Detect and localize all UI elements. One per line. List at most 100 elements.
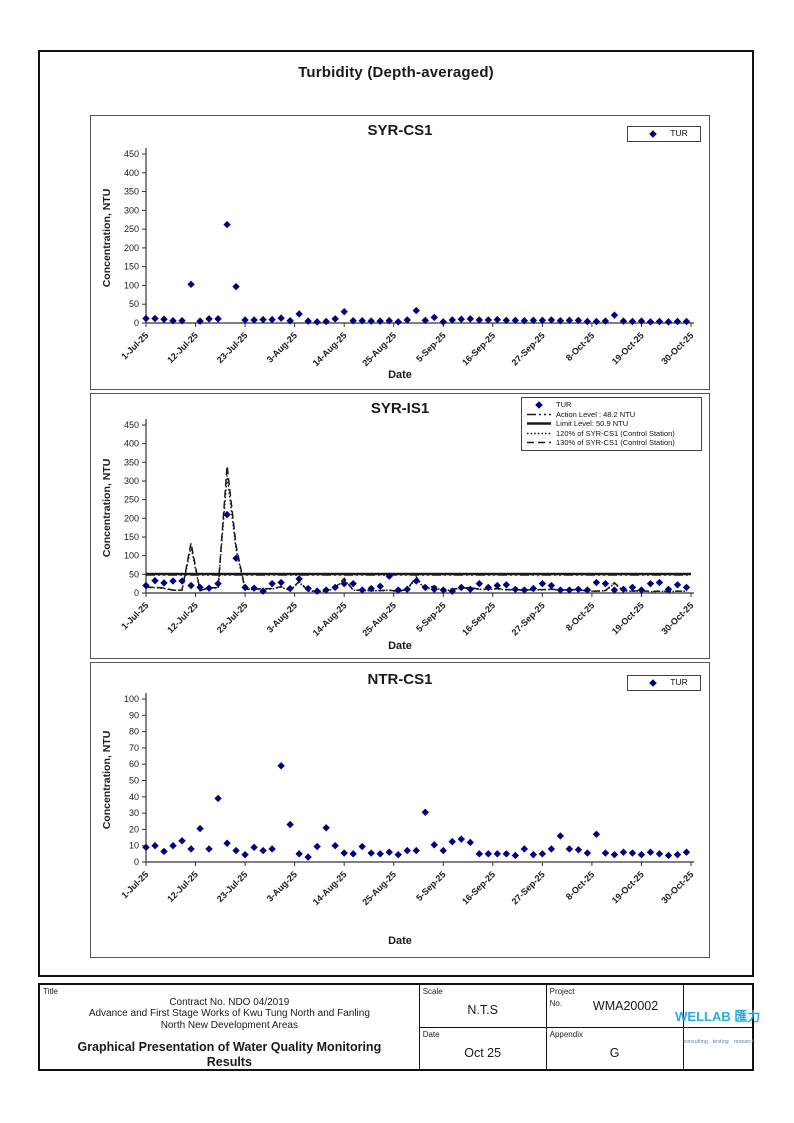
data-point: [304, 317, 312, 325]
data-point: [664, 318, 673, 326]
data-point: [439, 846, 447, 855]
y-tick-label: 400: [124, 439, 139, 449]
data-point: [277, 314, 285, 322]
data-point: [205, 845, 213, 853]
x-tick-label: 5-Sep-25: [414, 600, 448, 634]
y-tick-label: 100: [124, 551, 139, 561]
x-tick-label: 27-Sep-25: [510, 330, 547, 367]
x-tick-label: 16-Sep-25: [460, 600, 497, 637]
y-tick-label: 100: [124, 694, 139, 704]
legend-entry: TUR: [632, 128, 696, 139]
date-cell: Date Oct 25: [420, 1028, 546, 1070]
appendix-label: Appendix: [549, 1029, 583, 1039]
data-point: [502, 316, 511, 325]
data-point: [646, 579, 655, 588]
y-tick-label: 80: [129, 727, 139, 737]
data-point: [619, 317, 628, 325]
logo-tagline-area: consulting . testing . research: [684, 1028, 755, 1070]
x-tick-label: 14-Aug-25: [311, 330, 349, 368]
data-point: [538, 579, 547, 588]
data-point: [412, 306, 420, 315]
data-point: [466, 838, 474, 847]
chart-title: NTR-CS1: [367, 671, 433, 688]
data-point: [628, 317, 637, 326]
chart-syr-cs1: SYR-CS1 Concentration, NTU Date TUR 0 50 1…: [90, 115, 710, 390]
x-tick-label: 30-Oct-25: [659, 869, 695, 905]
y-tick-label: 300: [124, 476, 139, 486]
chart-title: SYR-IS1: [370, 400, 430, 417]
x-tick-label: 1-Jul-25: [119, 600, 150, 631]
scale-value: N.T.S: [467, 1003, 498, 1017]
chart-plot-area: 0 50 100 150 200 250 300 350 400 450 1-Jul-25 12-Ju…: [119, 419, 695, 638]
x-tick-label: 14-Aug-25: [311, 600, 349, 638]
x-tick-label: 1-Jul-25: [119, 869, 150, 900]
y-tick-label: 450: [124, 420, 139, 430]
y-tick-label: 40: [129, 792, 139, 802]
data-point: [601, 579, 610, 588]
contract-description-line1: Advance and First Stage Works of Kwu Tun…: [88, 1008, 370, 1019]
data-point: [430, 313, 438, 322]
y-tick-label: 150: [124, 262, 139, 272]
data-point: [583, 849, 592, 857]
data-point: [142, 581, 150, 590]
data-point: [313, 842, 321, 851]
y-tick-label: 200: [124, 243, 139, 253]
data-point: [277, 762, 285, 770]
data-point: [457, 583, 465, 592]
data-point: [142, 843, 150, 852]
data-point: [556, 832, 565, 840]
y-tick-label: 20: [129, 824, 139, 834]
data-point: [160, 315, 168, 323]
data-point: [385, 317, 393, 325]
y-tick-label: 70: [129, 743, 139, 753]
data-point: [160, 847, 168, 856]
data-point: [610, 586, 619, 594]
x-tick-label: 23-Jul-25: [215, 869, 250, 904]
chart-legend: TUR: [627, 126, 701, 142]
legend-entry-label: 130% of SYR-CS1 (Control Station): [556, 438, 675, 447]
data-point: [214, 794, 222, 803]
data-point: [160, 579, 168, 587]
data-point: [529, 316, 538, 325]
chart-plot-area: 0 10 20 30 40 50 60 70 80 90 100 1-Jul-25 12-Jul-25 2…: [119, 693, 695, 907]
data-point: [628, 849, 637, 857]
y-tick-label: 30: [129, 808, 139, 818]
chart-title: SYR-CS1: [367, 122, 433, 139]
data-point: [196, 317, 204, 325]
x-axis-title: Date: [388, 369, 412, 381]
data-point: [565, 845, 574, 853]
x-tick-label: 19-Oct-25: [610, 869, 646, 905]
y-tick-label: 300: [124, 205, 139, 215]
data-point: [304, 853, 312, 861]
diamond-swatch-icon: [649, 130, 658, 139]
data-point: [529, 850, 538, 859]
data-point: [646, 848, 655, 856]
appendix-value: G: [609, 1045, 620, 1060]
data-point: [574, 585, 583, 593]
data-point: [286, 584, 294, 593]
title-label: Title: [43, 987, 58, 996]
data-point: [592, 317, 601, 326]
data-point: [232, 846, 240, 855]
data-point: [664, 585, 673, 593]
x-tick-label: 16-Sep-25: [460, 330, 497, 367]
data-point: [169, 317, 177, 325]
data-point: [673, 850, 682, 859]
y-tick-label: 0: [134, 588, 139, 598]
data-point: [385, 848, 393, 856]
date-label: Date: [422, 1029, 440, 1039]
chart-ntr-cs1: NTR-CS1 Concentration, NTU Date TUR 0 10 2…: [90, 662, 710, 958]
data-point: [367, 849, 375, 857]
data-point: [259, 587, 267, 595]
project-label: Project: [549, 987, 575, 996]
data-point: [673, 317, 682, 326]
data-point: [403, 316, 411, 324]
data-point: [448, 837, 456, 846]
wellab-wordmark: WELLAB 匯力: [675, 1008, 761, 1024]
data-point: [493, 315, 502, 324]
data-point: [241, 316, 249, 324]
data-point: [394, 318, 402, 326]
data-point: [304, 584, 312, 593]
x-tick-label: 8-Oct-25: [564, 869, 597, 902]
data-point: [439, 318, 447, 326]
